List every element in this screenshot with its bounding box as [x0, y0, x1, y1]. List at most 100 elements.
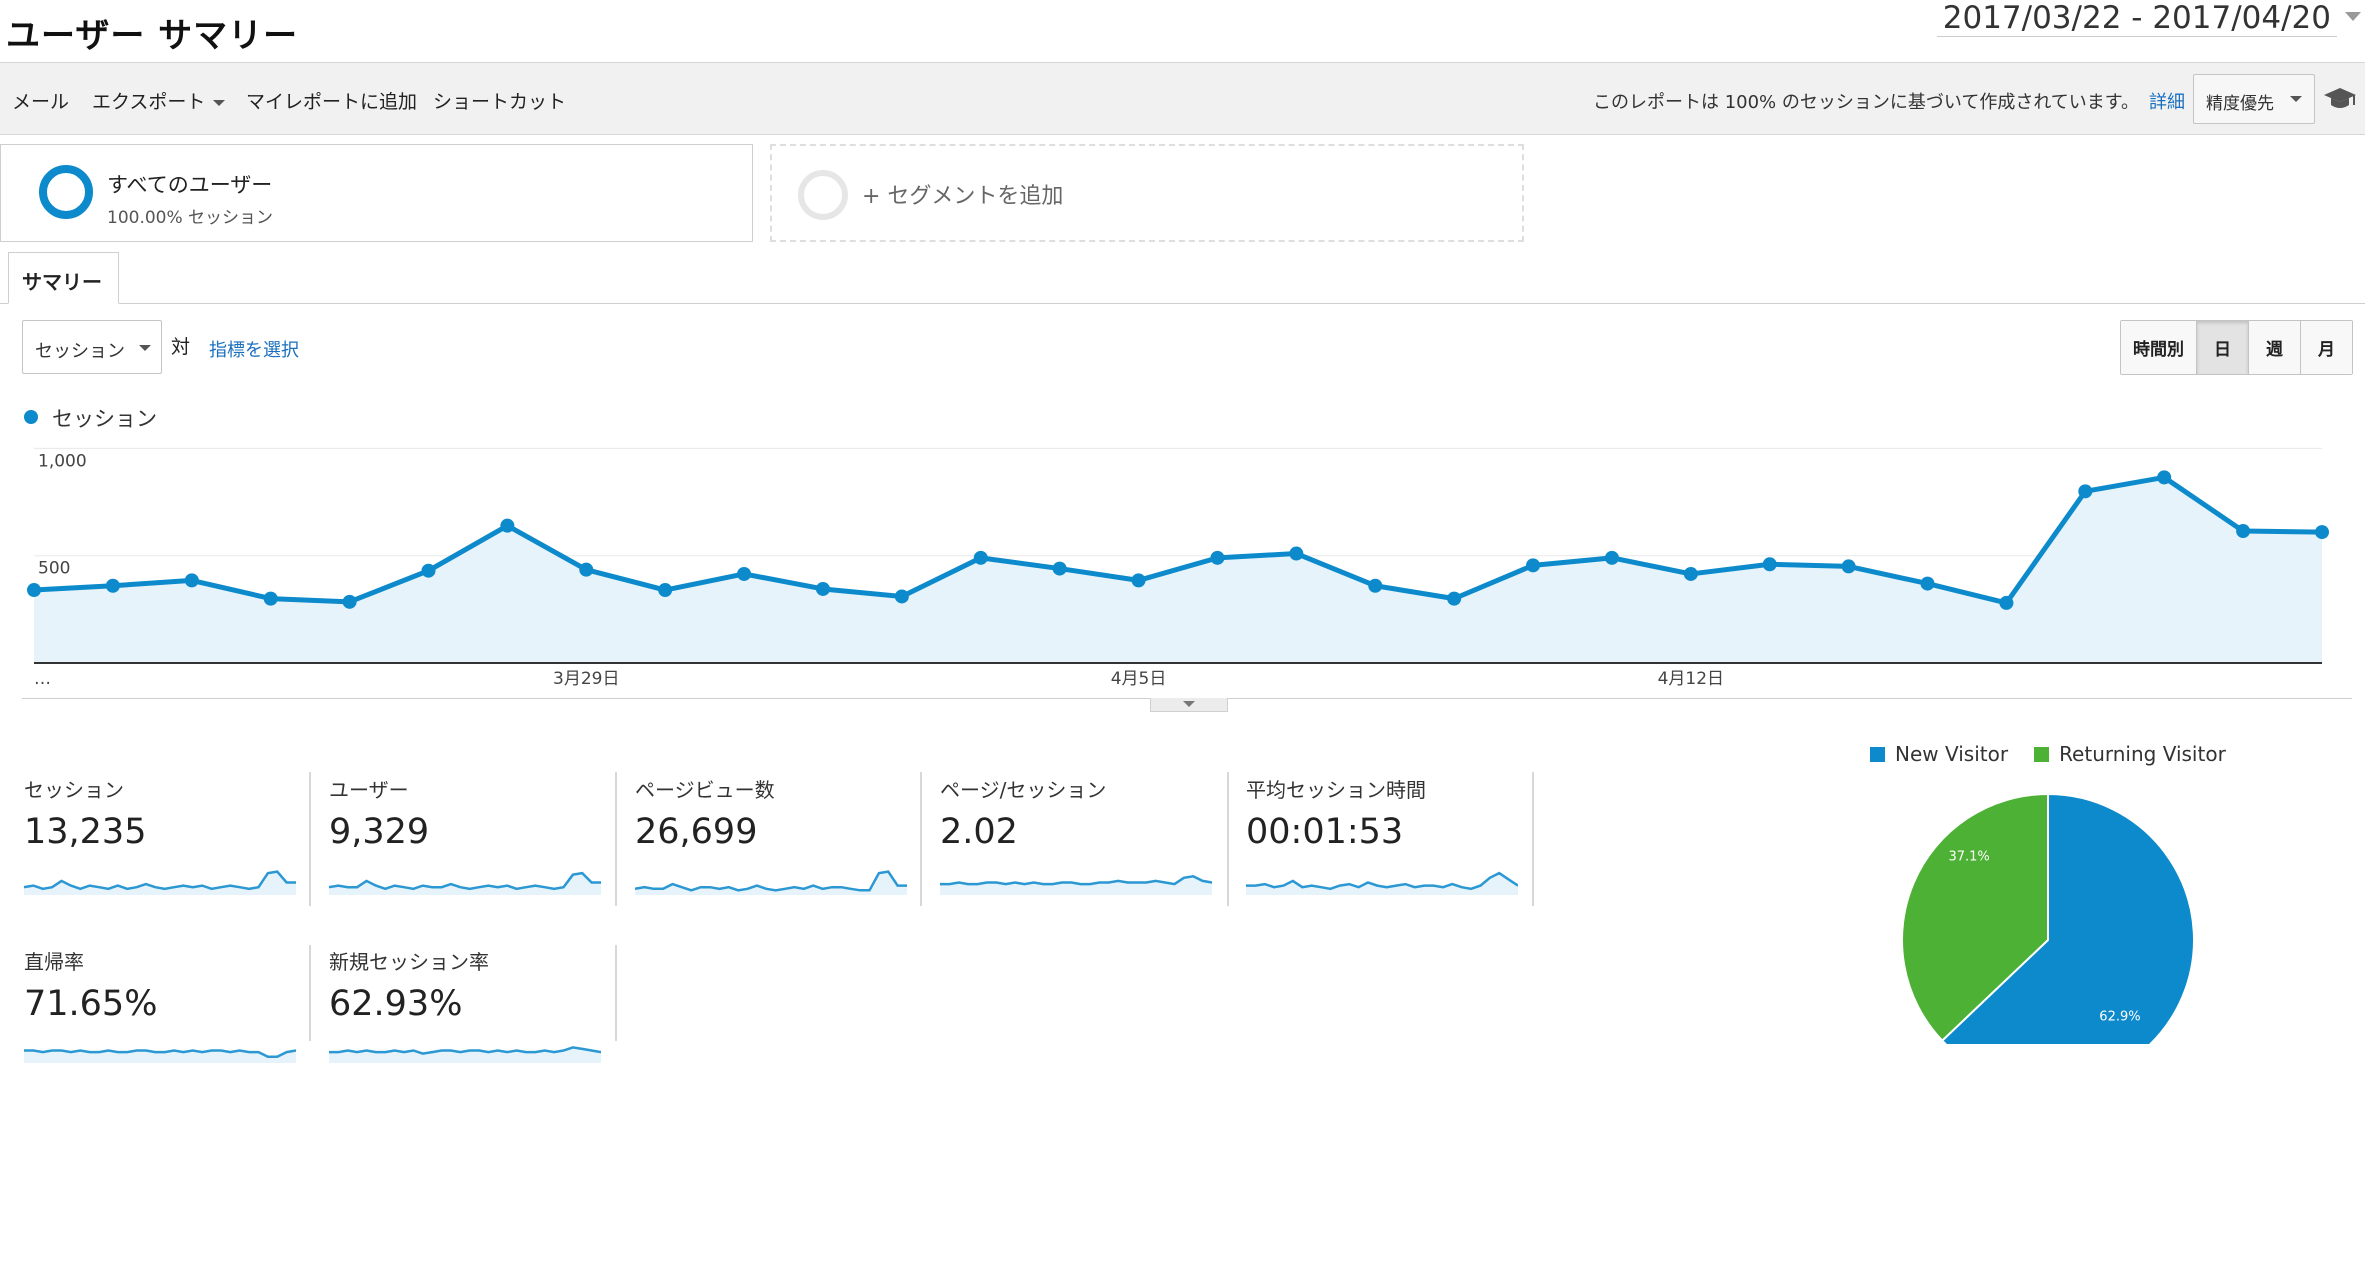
- date-range-picker[interactable]: 2017/03/22 - 2017/04/20: [1936, 0, 2337, 37]
- data-point: [1999, 595, 2014, 610]
- chevron-down-icon: [139, 345, 151, 351]
- page-title: ユーザー サマリー: [6, 16, 299, 56]
- add-to-dashboard-button[interactable]: マイレポートに追加: [246, 91, 418, 113]
- pie-legend-label: New Visitor: [1895, 742, 2009, 766]
- sparkline-area: [24, 871, 296, 895]
- data-point: [1052, 561, 1067, 576]
- pie-svg: 62.9% 37.1%: [1901, 792, 2195, 1044]
- metric-card-users[interactable]: ユーザー 9,329: [329, 774, 619, 914]
- shortcut-button[interactable]: ショートカット: [433, 91, 567, 113]
- metric-divider: [1532, 772, 1534, 906]
- chevron-down-icon: [2290, 96, 2302, 102]
- report-toolbar: メール エクスポート マイレポートに追加 ショートカット このレポートは 100…: [0, 63, 2365, 135]
- export-label: エクスポート: [92, 91, 206, 113]
- chart-collapse-toggle[interactable]: [1150, 698, 1228, 712]
- pie-slice: [1901, 792, 2049, 1043]
- data-point: [737, 566, 752, 581]
- email-button[interactable]: メール: [12, 91, 70, 113]
- sparkline-area: [940, 876, 1212, 895]
- data-point: [2078, 484, 2093, 499]
- precision-select[interactable]: 精度優先: [2193, 74, 2315, 124]
- sparkline-area: [635, 871, 907, 895]
- data-point: [342, 594, 357, 609]
- data-point: [421, 563, 436, 578]
- metric-label: 直帰率: [24, 950, 84, 974]
- data-point: [2315, 525, 2329, 540]
- data-point: [1526, 558, 1541, 573]
- segment-name: すべてのユーザー: [107, 173, 273, 197]
- x-tick-label: 3月29日: [553, 669, 619, 689]
- data-point: [815, 581, 830, 596]
- metric-card-avg-session-duration[interactable]: 平均セッション時間 00:01:53: [1246, 774, 1536, 914]
- details-link[interactable]: 詳細: [2149, 92, 2185, 113]
- pie-legend-new-visitor: New Visitor: [1870, 742, 2008, 766]
- metric-value: 71.65%: [24, 984, 158, 1024]
- metric-select-value: セッション: [35, 341, 125, 362]
- y-tick-label: 1,000: [38, 451, 87, 471]
- metric-sparkline: [940, 875, 1212, 895]
- sparkline-line: [329, 1046, 601, 1055]
- data-point: [1604, 550, 1619, 565]
- period-day-button[interactable]: 日: [2196, 321, 2248, 374]
- sparkline-line: [24, 1049, 296, 1059]
- sparkline-line: [635, 870, 907, 892]
- metric-sparkline: [329, 871, 601, 895]
- metric-card-new-session-rate[interactable]: 新規セッション率 62.93%: [329, 946, 619, 1086]
- legend-swatch-icon: [1870, 746, 1885, 762]
- vs-label: 対: [171, 336, 191, 358]
- sparkline-area: [1246, 873, 1518, 895]
- metric-card-pages-per-session[interactable]: ページ/セッション 2.02: [940, 774, 1230, 914]
- metric-sparkline: [24, 870, 296, 895]
- sparkline-line: [1246, 871, 1518, 891]
- chevron-down-icon: [213, 99, 226, 106]
- metric-label: ページ/セッション: [940, 778, 1107, 802]
- sampling-note: このレポートは 100% のセッションに基づいて作成されています。 詳細: [1593, 88, 2185, 114]
- metric-label: ページビュー数: [635, 778, 775, 802]
- tab-summary[interactable]: サマリー: [8, 252, 119, 304]
- data-point: [1920, 576, 1935, 591]
- legend-dot-icon: [24, 410, 38, 424]
- metric-value: 9,329: [329, 812, 430, 852]
- pie-slice-label: 37.1%: [1948, 850, 1989, 865]
- graduation-cap-icon[interactable]: [2323, 85, 2357, 113]
- data-point: [1841, 559, 1856, 574]
- metric-value: 2.02: [940, 812, 1018, 852]
- metric-card-bounce-rate[interactable]: 直帰率 71.65%: [24, 946, 314, 1086]
- metric-divider: [615, 772, 617, 906]
- legend-swatch-icon: [2034, 746, 2050, 762]
- sessions-line-chart: 500 1,000 … 3月29日 4月5日 4月12日: [27, 447, 2329, 689]
- pie-legend-label: Returning Visitor: [2059, 742, 2226, 766]
- metric-card-sessions[interactable]: セッション 13,235: [24, 774, 314, 914]
- metric-sparkline: [635, 870, 907, 895]
- pie-legend-returning-visitor: Returning Visitor: [2034, 742, 2226, 766]
- metric-label: セッション: [24, 778, 124, 802]
- data-point: [1368, 578, 1383, 593]
- empty-segment-ring-icon: [798, 170, 848, 220]
- period-week-button[interactable]: 週: [2248, 321, 2300, 374]
- add-segment-label: + セグメントを追加: [862, 184, 1064, 209]
- data-point: [263, 591, 278, 606]
- visitor-type-pie-chart: 62.9% 37.1%: [1900, 788, 2200, 1044]
- metric-sparkline: [1246, 871, 1518, 895]
- metric-label: ユーザー: [329, 778, 409, 802]
- metric-card-pageviews[interactable]: ページビュー数 26,699: [635, 774, 925, 914]
- segment-all-users[interactable]: すべてのユーザー 100.00% セッション: [0, 144, 753, 242]
- precision-select-value: 精度優先: [2206, 94, 2274, 114]
- period-hourly-button[interactable]: 時間別: [2121, 321, 2196, 374]
- data-point: [500, 518, 515, 533]
- x-tick-label: 4月12日: [1658, 669, 1724, 689]
- metric-value: 13,235: [24, 812, 147, 852]
- select-metric-link[interactable]: 指標を選択: [209, 340, 299, 361]
- period-toggle-group: 時間別 日 週 月: [2120, 320, 2353, 375]
- data-point: [1762, 557, 1777, 572]
- sparkline-area: [329, 1047, 601, 1063]
- export-menu[interactable]: エクスポート: [92, 87, 226, 114]
- chevron-down-icon[interactable]: [2345, 12, 2361, 21]
- add-segment-button[interactable]: + セグメントを追加: [770, 144, 1524, 242]
- period-month-button[interactable]: 月: [2300, 321, 2352, 374]
- data-point: [2157, 470, 2172, 485]
- sparkline-line: [329, 871, 601, 891]
- data-point: [579, 562, 594, 577]
- segment-percentage: 100.00% セッション: [107, 208, 274, 228]
- metric-select[interactable]: セッション: [22, 320, 162, 374]
